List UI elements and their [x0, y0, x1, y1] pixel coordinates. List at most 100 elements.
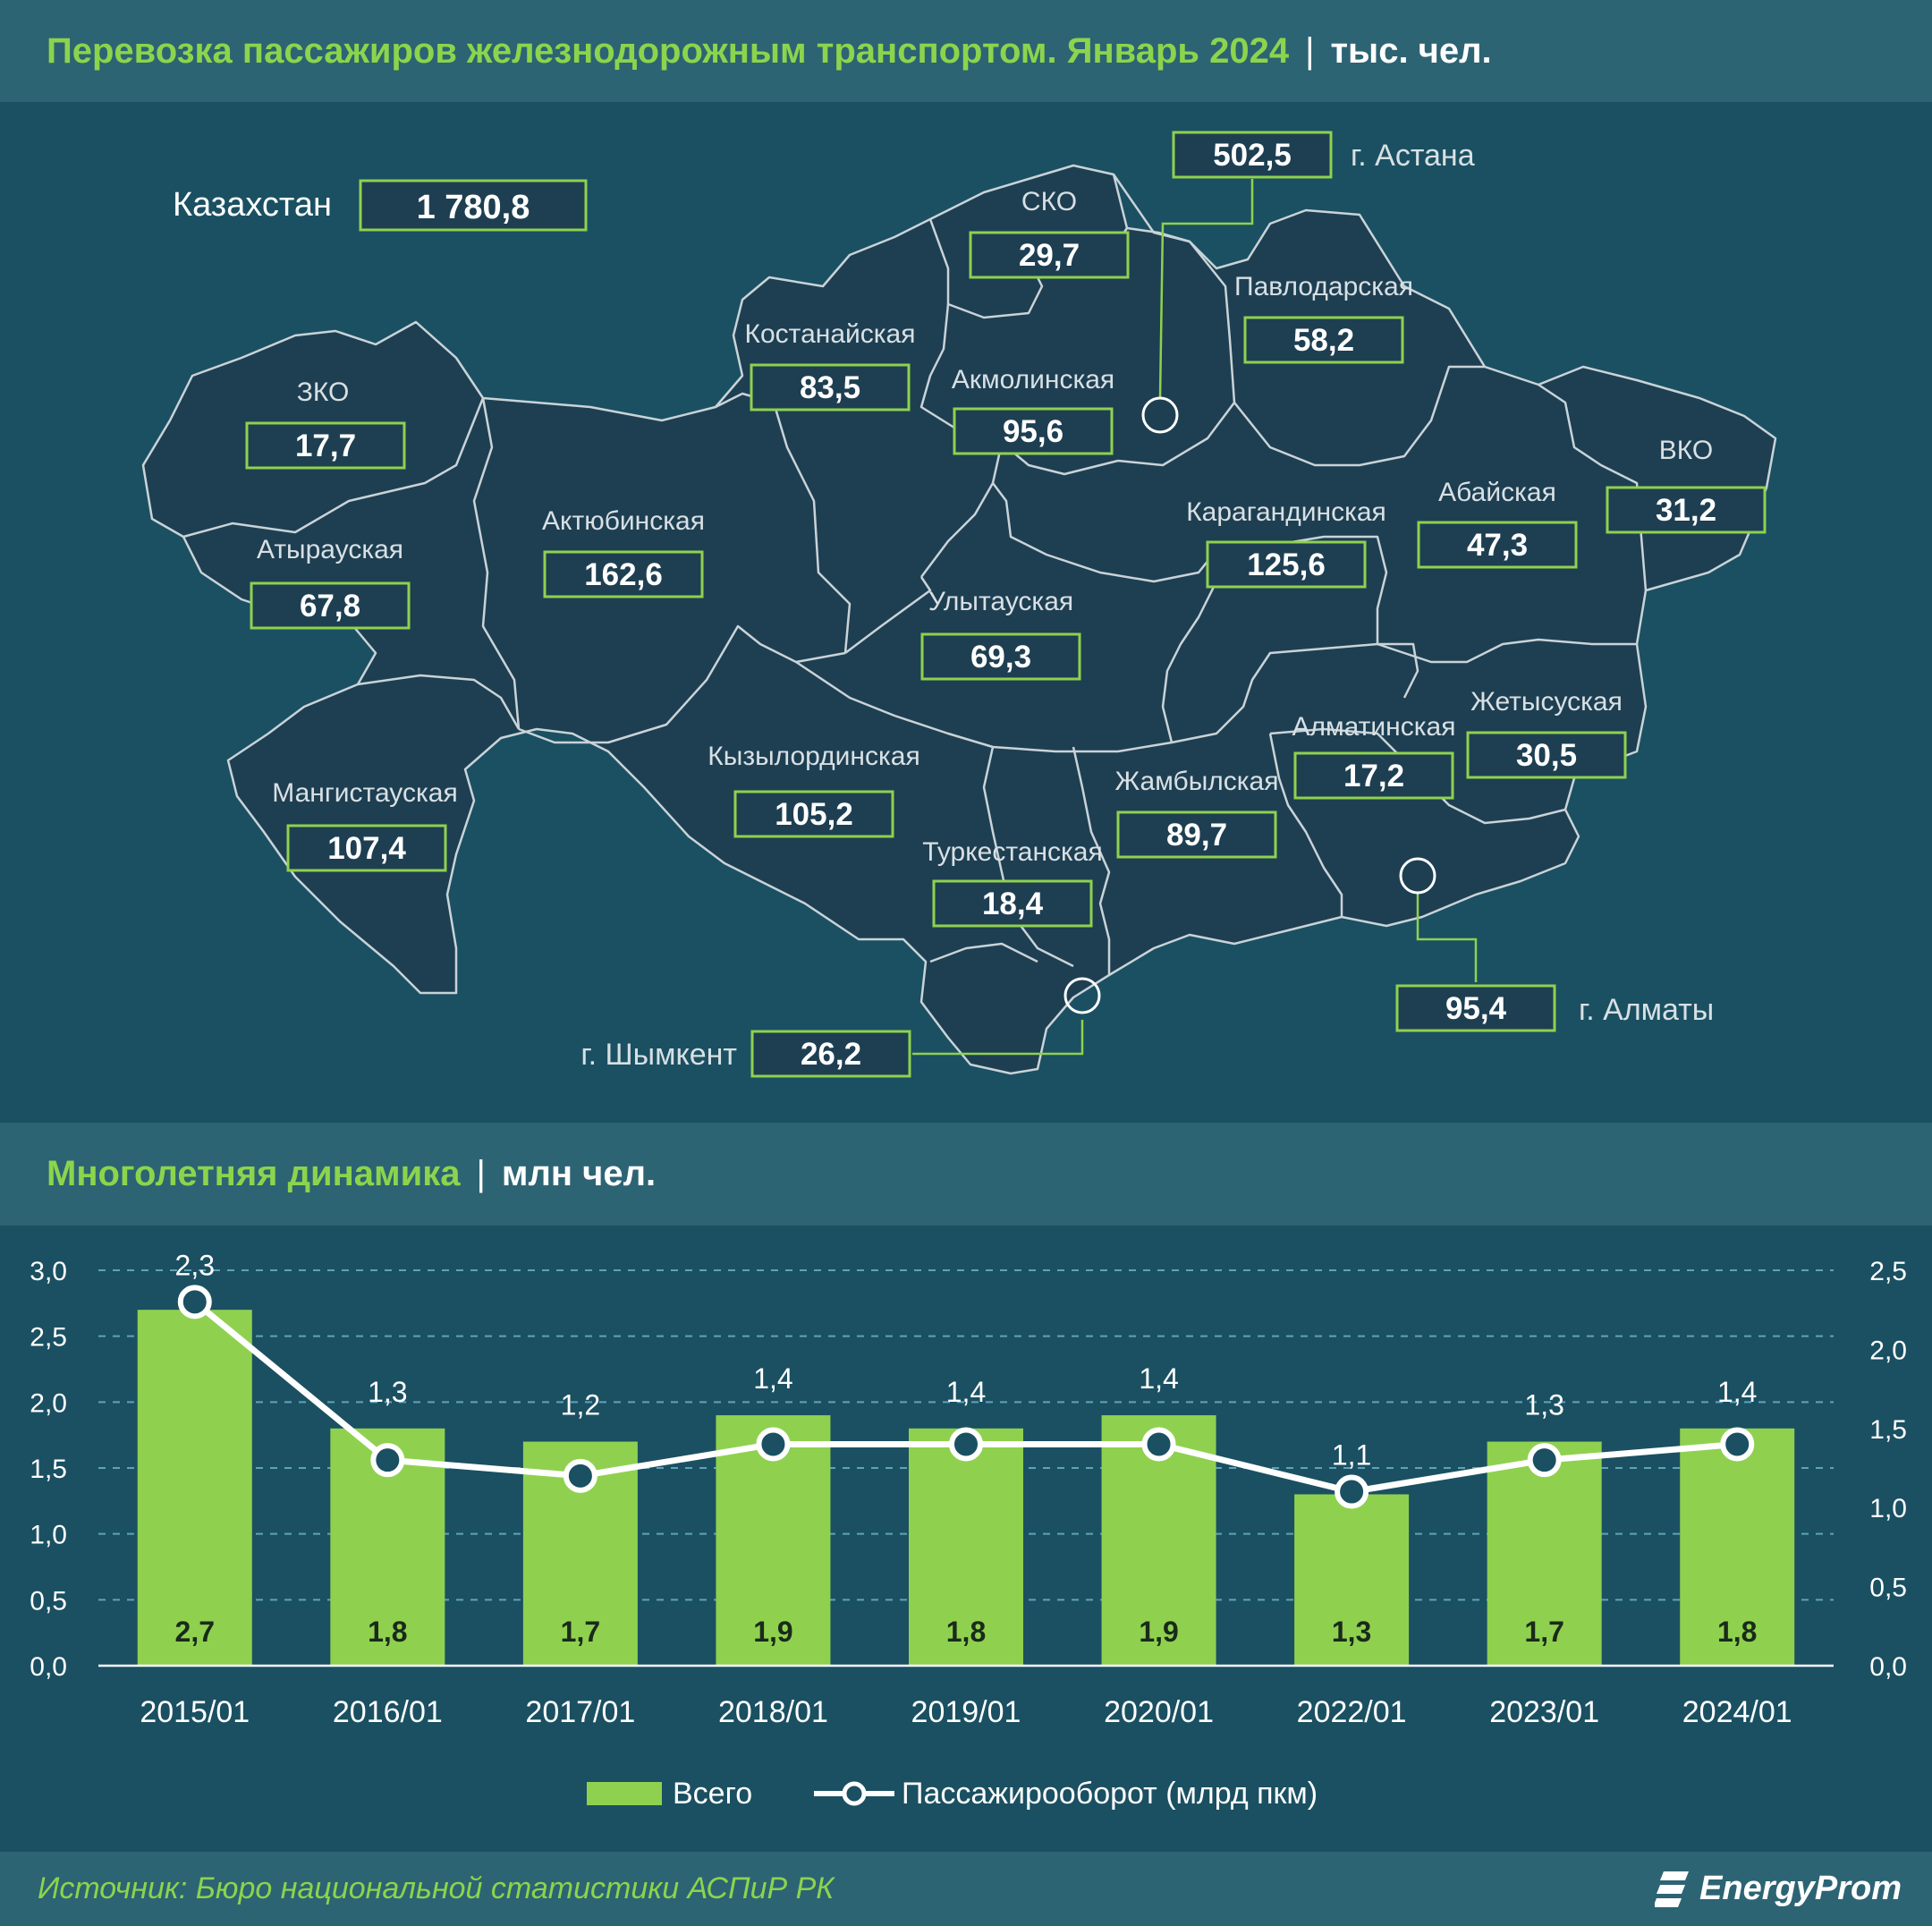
line-value-label: 2,3 [175, 1249, 215, 1281]
border-abai-vko [1538, 383, 1648, 591]
border-pavlodar-abai [1233, 365, 1485, 467]
region-atyrau-value-box [250, 581, 411, 630]
city-label-almaty: г. Алматы [1579, 993, 1714, 1027]
region-label-turkestan: Туркестанская [922, 837, 1103, 867]
line-point-2019/01 [949, 1427, 983, 1462]
line-value-label: 1,4 [753, 1362, 792, 1395]
region-label-kostanay: Костанайская [745, 319, 916, 349]
line-point-2024/01 [1720, 1427, 1755, 1462]
region-abai-value-box [1417, 521, 1578, 569]
city-shymkent-value-box [750, 1030, 911, 1078]
region-karaganda-value: 125,6 [1247, 547, 1326, 582]
region-label-akmola: Акмолинская [952, 365, 1114, 395]
category-label: 2020/01 [1104, 1695, 1214, 1729]
line-value-label: 1,4 [1717, 1376, 1757, 1408]
shymkent-marker [1063, 977, 1101, 1014]
left-tick-label: 0,5 [30, 1586, 67, 1616]
map-title: Перевозка пассажиров железнодорожным тра… [47, 30, 1290, 71]
bar-value-label: 1,8 [1717, 1616, 1757, 1648]
bar-value-label: 1,9 [753, 1616, 792, 1648]
category-label: 2017/01 [525, 1695, 635, 1729]
region-pavlodar-value: 58,2 [1293, 323, 1354, 358]
bar-value-label: 1,7 [1524, 1616, 1563, 1648]
region-vko-value: 31,2 [1656, 493, 1716, 528]
bar-value-label: 1,7 [561, 1616, 600, 1648]
category-label: 2019/01 [911, 1695, 1021, 1729]
city-almaty-value: 95,4 [1445, 991, 1507, 1026]
region-vko-value-box [1606, 486, 1767, 534]
right-tick-label: 1,5 [1869, 1415, 1907, 1445]
logo-text: EnergyProm [1699, 1870, 1902, 1907]
border-turkestan-zhambyl [1072, 746, 1111, 975]
region-zhambyl-value-box [1116, 810, 1277, 859]
region-atyrau-value: 67,8 [300, 589, 360, 624]
city-astana-value: 502,5 [1213, 138, 1292, 173]
region-pavlodar-value-box [1243, 316, 1404, 364]
border-aktobe-kostanay [715, 392, 852, 654]
line-value-label: 1,4 [946, 1376, 986, 1408]
region-turkestan-value: 18,4 [982, 887, 1044, 921]
bar-2015/01 [137, 1310, 252, 1666]
legend-line-marker [842, 1781, 867, 1806]
city-almaty-value-box [1395, 984, 1556, 1032]
legend-bar-swatch [587, 1782, 662, 1805]
left-tick-label: 0,0 [30, 1652, 67, 1682]
dynamics-chart: 2,7 1,8 1,7 1,9 1,8 1,9 1,3 1,7 1,8 2,3 1,3 1,2 1,4 1… [30, 1249, 1907, 1811]
chart-header: Многолетняя динамика | млн чел. [0, 1123, 1932, 1226]
bar-value-label: 2,7 [175, 1616, 215, 1648]
left-tick-label: 1,0 [30, 1521, 67, 1550]
region-aktobe-value: 162,6 [584, 557, 663, 592]
region-label-vko: ВКО [1659, 436, 1713, 465]
category-label: 2015/01 [140, 1695, 250, 1729]
energyprom-logo: EnergyProm [1655, 1870, 1902, 1909]
region-zhetysu-value: 30,5 [1516, 738, 1577, 773]
region-mangistau-value: 107,4 [327, 831, 406, 866]
country-value: 1 780,8 [417, 189, 530, 226]
region-label-aktobe: Актюбинская [542, 506, 705, 536]
line-point-2018/01 [756, 1427, 791, 1462]
region-sko-value: 29,7 [1019, 238, 1080, 273]
region-abai-value: 47,3 [1467, 528, 1528, 563]
right-tick-label: 0,5 [1869, 1574, 1907, 1603]
region-label-zhambyl: Жамбылская [1115, 767, 1279, 796]
region-label-karaganda: Карагандинская [1186, 497, 1386, 527]
border-aktobe-kyzylorda [518, 624, 846, 744]
region-label-kyzylorda: Кызылординская [708, 742, 919, 771]
region-aktobe-value-box [543, 550, 704, 598]
logo-mark-icon [1655, 1871, 1690, 1907]
city-astana-value-box [1172, 131, 1333, 179]
left-tick-label: 3,0 [30, 1257, 67, 1286]
region-label-zko: ЗКО [297, 378, 350, 407]
border-zko-atyrau [182, 397, 485, 539]
line-value-label: 1,3 [368, 1376, 407, 1408]
country-label: Казахстан [173, 186, 332, 224]
almaty-connector [1416, 893, 1478, 982]
region-almaty_reg-value-box [1293, 751, 1454, 800]
region-sko-value-box [969, 231, 1130, 279]
region-label-ulytau: Улытауская [928, 587, 1073, 616]
category-label: 2018/01 [718, 1695, 828, 1729]
chart-title: Многолетняя динамика [47, 1154, 461, 1193]
category-label: 2023/01 [1489, 1695, 1599, 1729]
region-ulytau-value: 69,3 [970, 640, 1031, 675]
left-tick-label: 2,0 [30, 1388, 67, 1418]
region-turkestan-value-box [932, 879, 1093, 928]
line-value-label: 1,3 [1524, 1389, 1563, 1421]
region-zhetysu-value-box [1466, 731, 1627, 779]
line-point-2015/01 [177, 1285, 212, 1319]
right-tick-label: 2,5 [1869, 1257, 1907, 1286]
kazakhstan-map: ЗКО Атырауская Мангистауская Актюбинская Кос… [141, 131, 1777, 1078]
country-value-box [359, 179, 588, 232]
chart-title-separator: | [476, 1154, 486, 1193]
right-tick-label: 1,0 [1869, 1494, 1907, 1523]
border-kostanay-ulytau [844, 576, 932, 654]
legend-line-label: Пассажирооборот (млрд пкм) [902, 1777, 1318, 1811]
left-tick-label: 2,5 [30, 1323, 67, 1353]
region-mangistau-value-box [286, 824, 447, 872]
region-ulytau-value-box [920, 632, 1081, 681]
left-tick-label: 1,5 [30, 1455, 67, 1484]
border-ulytau-south [795, 642, 1378, 753]
map-unit: тыс. чел. [1330, 30, 1492, 71]
region-kyzylorda-value-box [733, 790, 894, 838]
chart-unit: млн чел. [501, 1154, 657, 1193]
